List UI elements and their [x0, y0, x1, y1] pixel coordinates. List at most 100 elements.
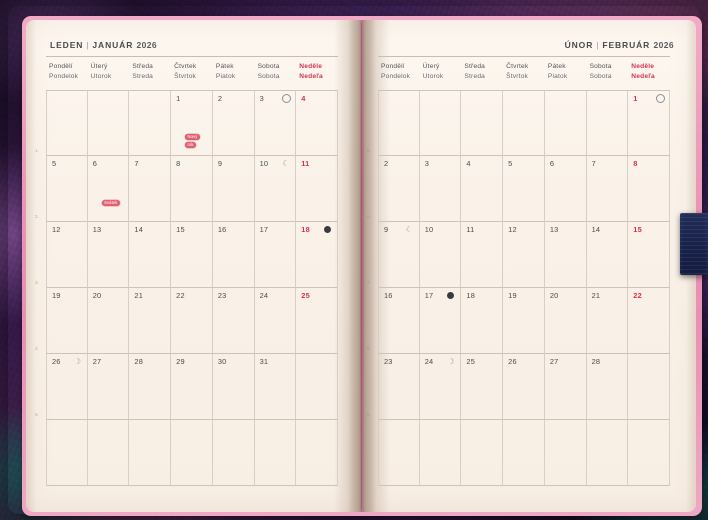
- elastic-closure-band[interactable]: [680, 213, 708, 275]
- day-number: 11: [301, 159, 310, 168]
- calendar-cell[interactable]: 20: [87, 288, 130, 354]
- calendar-cell[interactable]: [296, 420, 338, 486]
- year-label: 2026: [653, 40, 674, 50]
- calendar-cell[interactable]: 24: [254, 288, 297, 354]
- calendar-cell[interactable]: 13: [544, 222, 587, 288]
- calendar-cell[interactable]: [378, 420, 420, 486]
- calendar-cell[interactable]: [503, 90, 545, 156]
- day-number: 6: [92, 159, 98, 168]
- day-header-cs: Čtvrtek: [174, 63, 197, 70]
- calendar-cell[interactable]: 11: [461, 222, 504, 288]
- calendar-cell[interactable]: 20: [544, 288, 587, 354]
- calendar-cell[interactable]: 22: [171, 288, 213, 354]
- calendar-cell[interactable]: 17: [419, 288, 462, 354]
- calendar-cell[interactable]: 5 2.: [35, 156, 88, 222]
- day-header-3: Středa Streda: [132, 62, 170, 84]
- day-number: 7: [134, 159, 139, 168]
- calendar-cell[interactable]: [461, 420, 504, 486]
- calendar-cell[interactable]: 7: [129, 156, 172, 222]
- calendar-cell[interactable]: 14: [129, 222, 172, 288]
- calendar-cell[interactable]: 10: [419, 222, 462, 288]
- calendar-cell[interactable]: 18: [296, 222, 338, 288]
- calendar-cell[interactable]: 15: [628, 222, 670, 288]
- calendar-cell[interactable]: [419, 90, 462, 156]
- calendar-cell[interactable]: 10: [254, 156, 297, 222]
- calendar-cell[interactable]: 16: [212, 222, 255, 288]
- calendar-cell[interactable]: 2: [212, 90, 255, 156]
- calendar-cell[interactable]: 19 4.: [35, 288, 88, 354]
- calendar-cell[interactable]: 11: [296, 156, 338, 222]
- calendar-cell[interactable]: 30: [212, 354, 255, 420]
- day-header-2: Úterý Utorok: [91, 62, 129, 84]
- calendar-cell[interactable]: 25: [296, 288, 338, 354]
- holiday-badge: Svátek: [101, 200, 120, 206]
- calendar-cell[interactable]: 13: [87, 222, 130, 288]
- calendar-cell[interactable]: 26: [503, 354, 545, 420]
- calendar-cell[interactable]: 27: [87, 354, 130, 420]
- calendar-cell[interactable]: 23 9.: [367, 354, 420, 420]
- calendar-cell[interactable]: 23: [212, 288, 255, 354]
- day-header-sk: Utorok: [422, 72, 444, 80]
- calendar-cell[interactable]: 21: [586, 288, 629, 354]
- calendar-cell[interactable]: 31: [254, 354, 297, 420]
- calendar-cell[interactable]: [419, 420, 462, 486]
- calendar-cell[interactable]: 22: [628, 288, 670, 354]
- calendar-cell[interactable]: 9: [212, 156, 255, 222]
- calendar-cell[interactable]: 6: [87, 156, 130, 222]
- calendar-cell[interactable]: 9 7.: [367, 222, 420, 288]
- calendar-cell[interactable]: [461, 90, 504, 156]
- calendar-cell[interactable]: [212, 420, 255, 486]
- calendar-cell[interactable]: 8: [171, 156, 213, 222]
- calendar-cell[interactable]: [129, 420, 172, 486]
- calendar-cell[interactable]: 21: [129, 288, 172, 354]
- calendar-cell[interactable]: 5.: [367, 90, 420, 156]
- day-number: 6: [549, 159, 555, 168]
- calendar-cell[interactable]: 4: [296, 90, 338, 156]
- calendar-cell[interactable]: [87, 90, 130, 156]
- calendar-cell[interactable]: 1: [171, 90, 213, 156]
- calendar-cell[interactable]: [46, 420, 88, 486]
- calendar-cell[interactable]: 6: [544, 156, 587, 222]
- calendar-cell[interactable]: 8: [628, 156, 670, 222]
- calendar-cell[interactable]: 3: [254, 90, 297, 156]
- calendar-cell[interactable]: 19: [503, 288, 545, 354]
- calendar-cell[interactable]: 1.: [35, 90, 88, 156]
- calendar-cell[interactable]: 12 3.: [35, 222, 88, 288]
- calendar-cell[interactable]: 28: [586, 354, 629, 420]
- month-name-sk: FEBRUÁR: [602, 40, 651, 50]
- diary-book: LEDEN | JANUÁR 2026 Pondělí Pondelok Úterý Uto…: [8, 6, 702, 516]
- header-divider: [46, 56, 338, 57]
- calendar-cell[interactable]: 2 6.: [367, 156, 420, 222]
- calendar-cell[interactable]: 12: [503, 222, 545, 288]
- day-number: 15: [633, 225, 642, 234]
- calendar-cell[interactable]: 15: [171, 222, 213, 288]
- calendar-cell[interactable]: 5: [503, 156, 545, 222]
- calendar-cell[interactable]: [87, 420, 130, 486]
- calendar-cell[interactable]: [628, 420, 670, 486]
- calendar-cell[interactable]: [544, 90, 587, 156]
- calendar-cell[interactable]: [171, 420, 213, 486]
- calendar-cell[interactable]: 29: [171, 354, 213, 420]
- calendar-cell[interactable]: 16 8.: [367, 288, 420, 354]
- calendar-cell[interactable]: 1: [628, 90, 670, 156]
- calendar-cell[interactable]: [586, 90, 629, 156]
- calendar-cell[interactable]: 14: [586, 222, 629, 288]
- calendar-cell[interactable]: 3: [419, 156, 462, 222]
- calendar-cell[interactable]: [296, 354, 338, 420]
- calendar-cell[interactable]: 18: [461, 288, 504, 354]
- calendar-cell[interactable]: [129, 90, 172, 156]
- calendar-cell[interactable]: 4: [461, 156, 504, 222]
- calendar-cell[interactable]: [503, 420, 545, 486]
- calendar-cell[interactable]: 7: [586, 156, 629, 222]
- calendar-cell[interactable]: 24: [419, 354, 462, 420]
- calendar-cell[interactable]: 17: [254, 222, 297, 288]
- week-number: 3.: [35, 280, 39, 285]
- calendar-cell[interactable]: 25: [461, 354, 504, 420]
- calendar-cell[interactable]: [254, 420, 297, 486]
- calendar-cell[interactable]: 28: [129, 354, 172, 420]
- calendar-cell[interactable]: [586, 420, 629, 486]
- calendar-cell[interactable]: 26 5.: [35, 354, 88, 420]
- calendar-cell[interactable]: [544, 420, 587, 486]
- calendar-cell[interactable]: 27: [544, 354, 587, 420]
- calendar-cell[interactable]: [628, 354, 670, 420]
